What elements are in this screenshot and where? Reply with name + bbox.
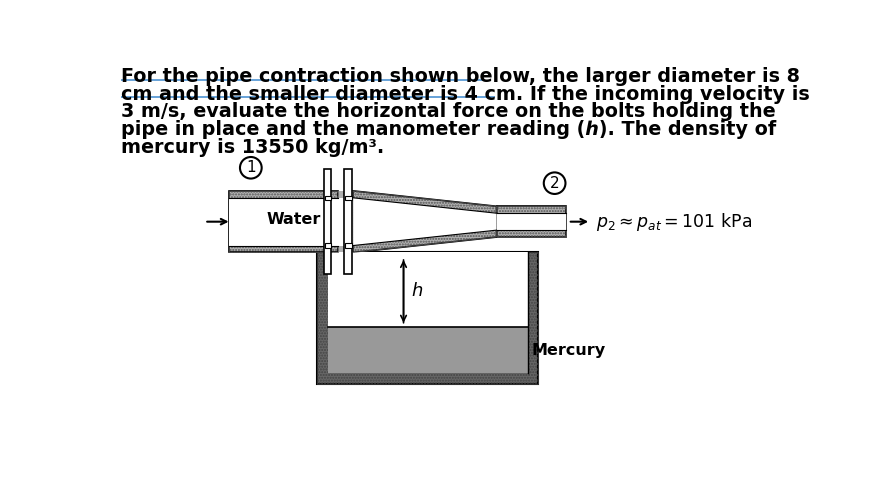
Text: $h$: $h$ [412,282,424,300]
Bar [496,206,566,237]
Bar [317,252,538,384]
Bar [496,213,566,230]
Bar [324,169,331,274]
Text: cm and the smaller diameter is 4 cm. If the incoming velocity is: cm and the smaller diameter is 4 cm. If … [120,85,809,104]
Bar [229,191,337,252]
Bar [496,206,566,237]
Bar [345,195,351,200]
Text: 3 m/s, evaluate the horizontal force on the bolts holding the: 3 m/s, evaluate the horizontal force on … [120,102,775,121]
Bar [325,195,331,200]
Bar [328,252,528,374]
Circle shape [544,172,565,194]
Bar [337,191,353,252]
Bar [229,191,337,252]
Circle shape [240,157,262,179]
Text: $p_2 \approx p_{at} = 101\ \mathrm{kPa}$: $p_2 \approx p_{at} = 101\ \mathrm{kPa}$ [596,211,752,233]
Text: Mercury: Mercury [531,343,605,358]
Polygon shape [353,191,496,252]
Bar [229,198,337,245]
Text: 1: 1 [246,160,255,175]
Text: Water: Water [266,212,321,227]
Bar [345,243,351,248]
Bar [337,198,353,245]
Text: pipe in place and the manometer reading (ℎ). The density of: pipe in place and the manometer reading … [120,120,776,139]
Text: mercury is 13550 kg/m³.: mercury is 13550 kg/m³. [120,138,384,157]
Polygon shape [353,198,496,245]
Text: For the pipe contraction shown below, the larger diameter is 8: For the pipe contraction shown below, th… [120,67,800,86]
Bar [328,327,528,374]
Bar [344,169,351,274]
Bar [317,252,538,384]
Bar [325,243,331,248]
Text: 2: 2 [550,176,560,191]
